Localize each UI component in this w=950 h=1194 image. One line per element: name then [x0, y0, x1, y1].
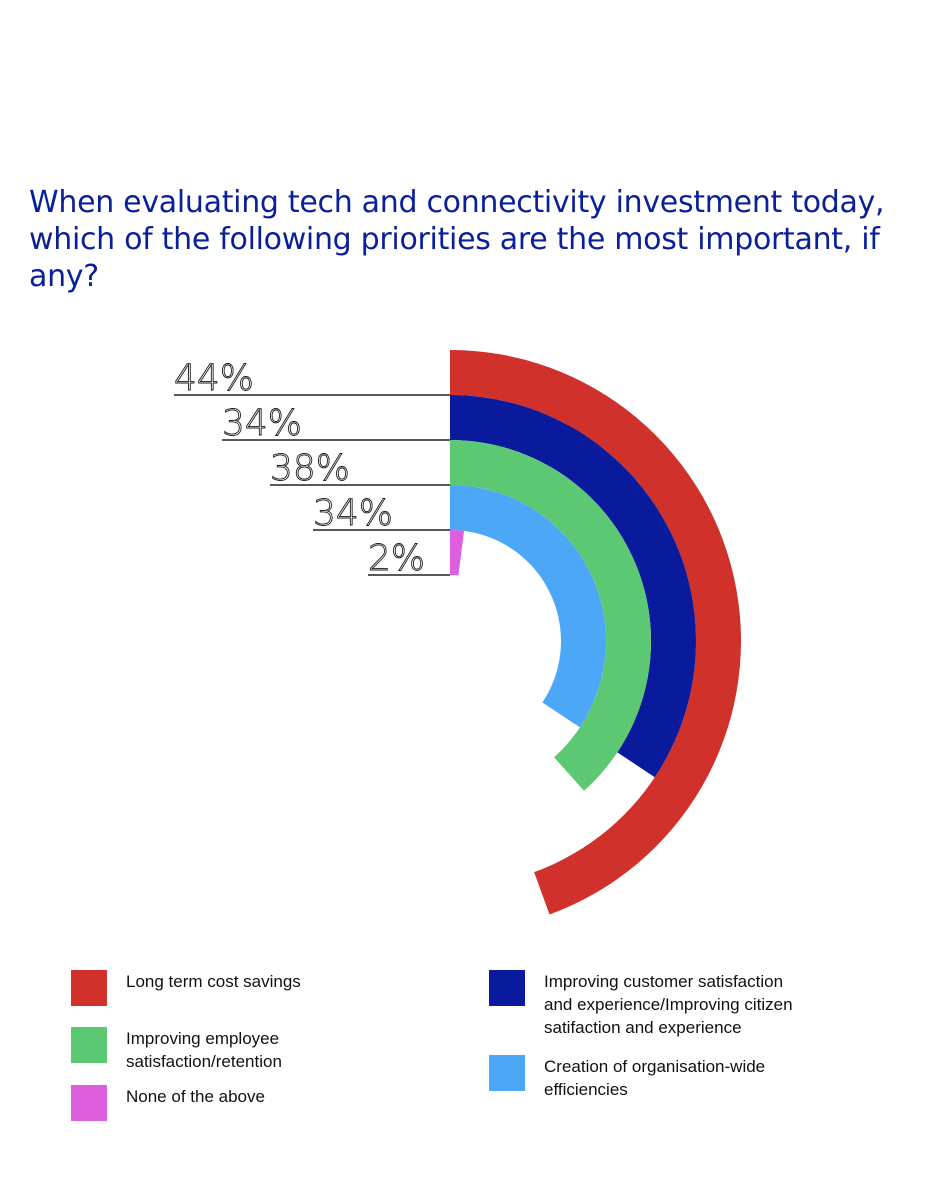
radial-bar-4: [450, 485, 607, 728]
value-label-5: 2%: [368, 538, 425, 579]
value-label-4: 34%: [313, 493, 393, 534]
radial-bar-2: [450, 395, 696, 778]
radial-bar-5: [450, 530, 465, 576]
value-label-3: 38%: [270, 448, 350, 489]
chart-title: When evaluating tech and connectivity in…: [29, 185, 885, 294]
value-label-2: 34%: [222, 403, 302, 444]
value-label-1: 44%: [174, 358, 254, 399]
radial-bar-1: [450, 350, 741, 915]
radial-bar-3: [450, 440, 651, 791]
